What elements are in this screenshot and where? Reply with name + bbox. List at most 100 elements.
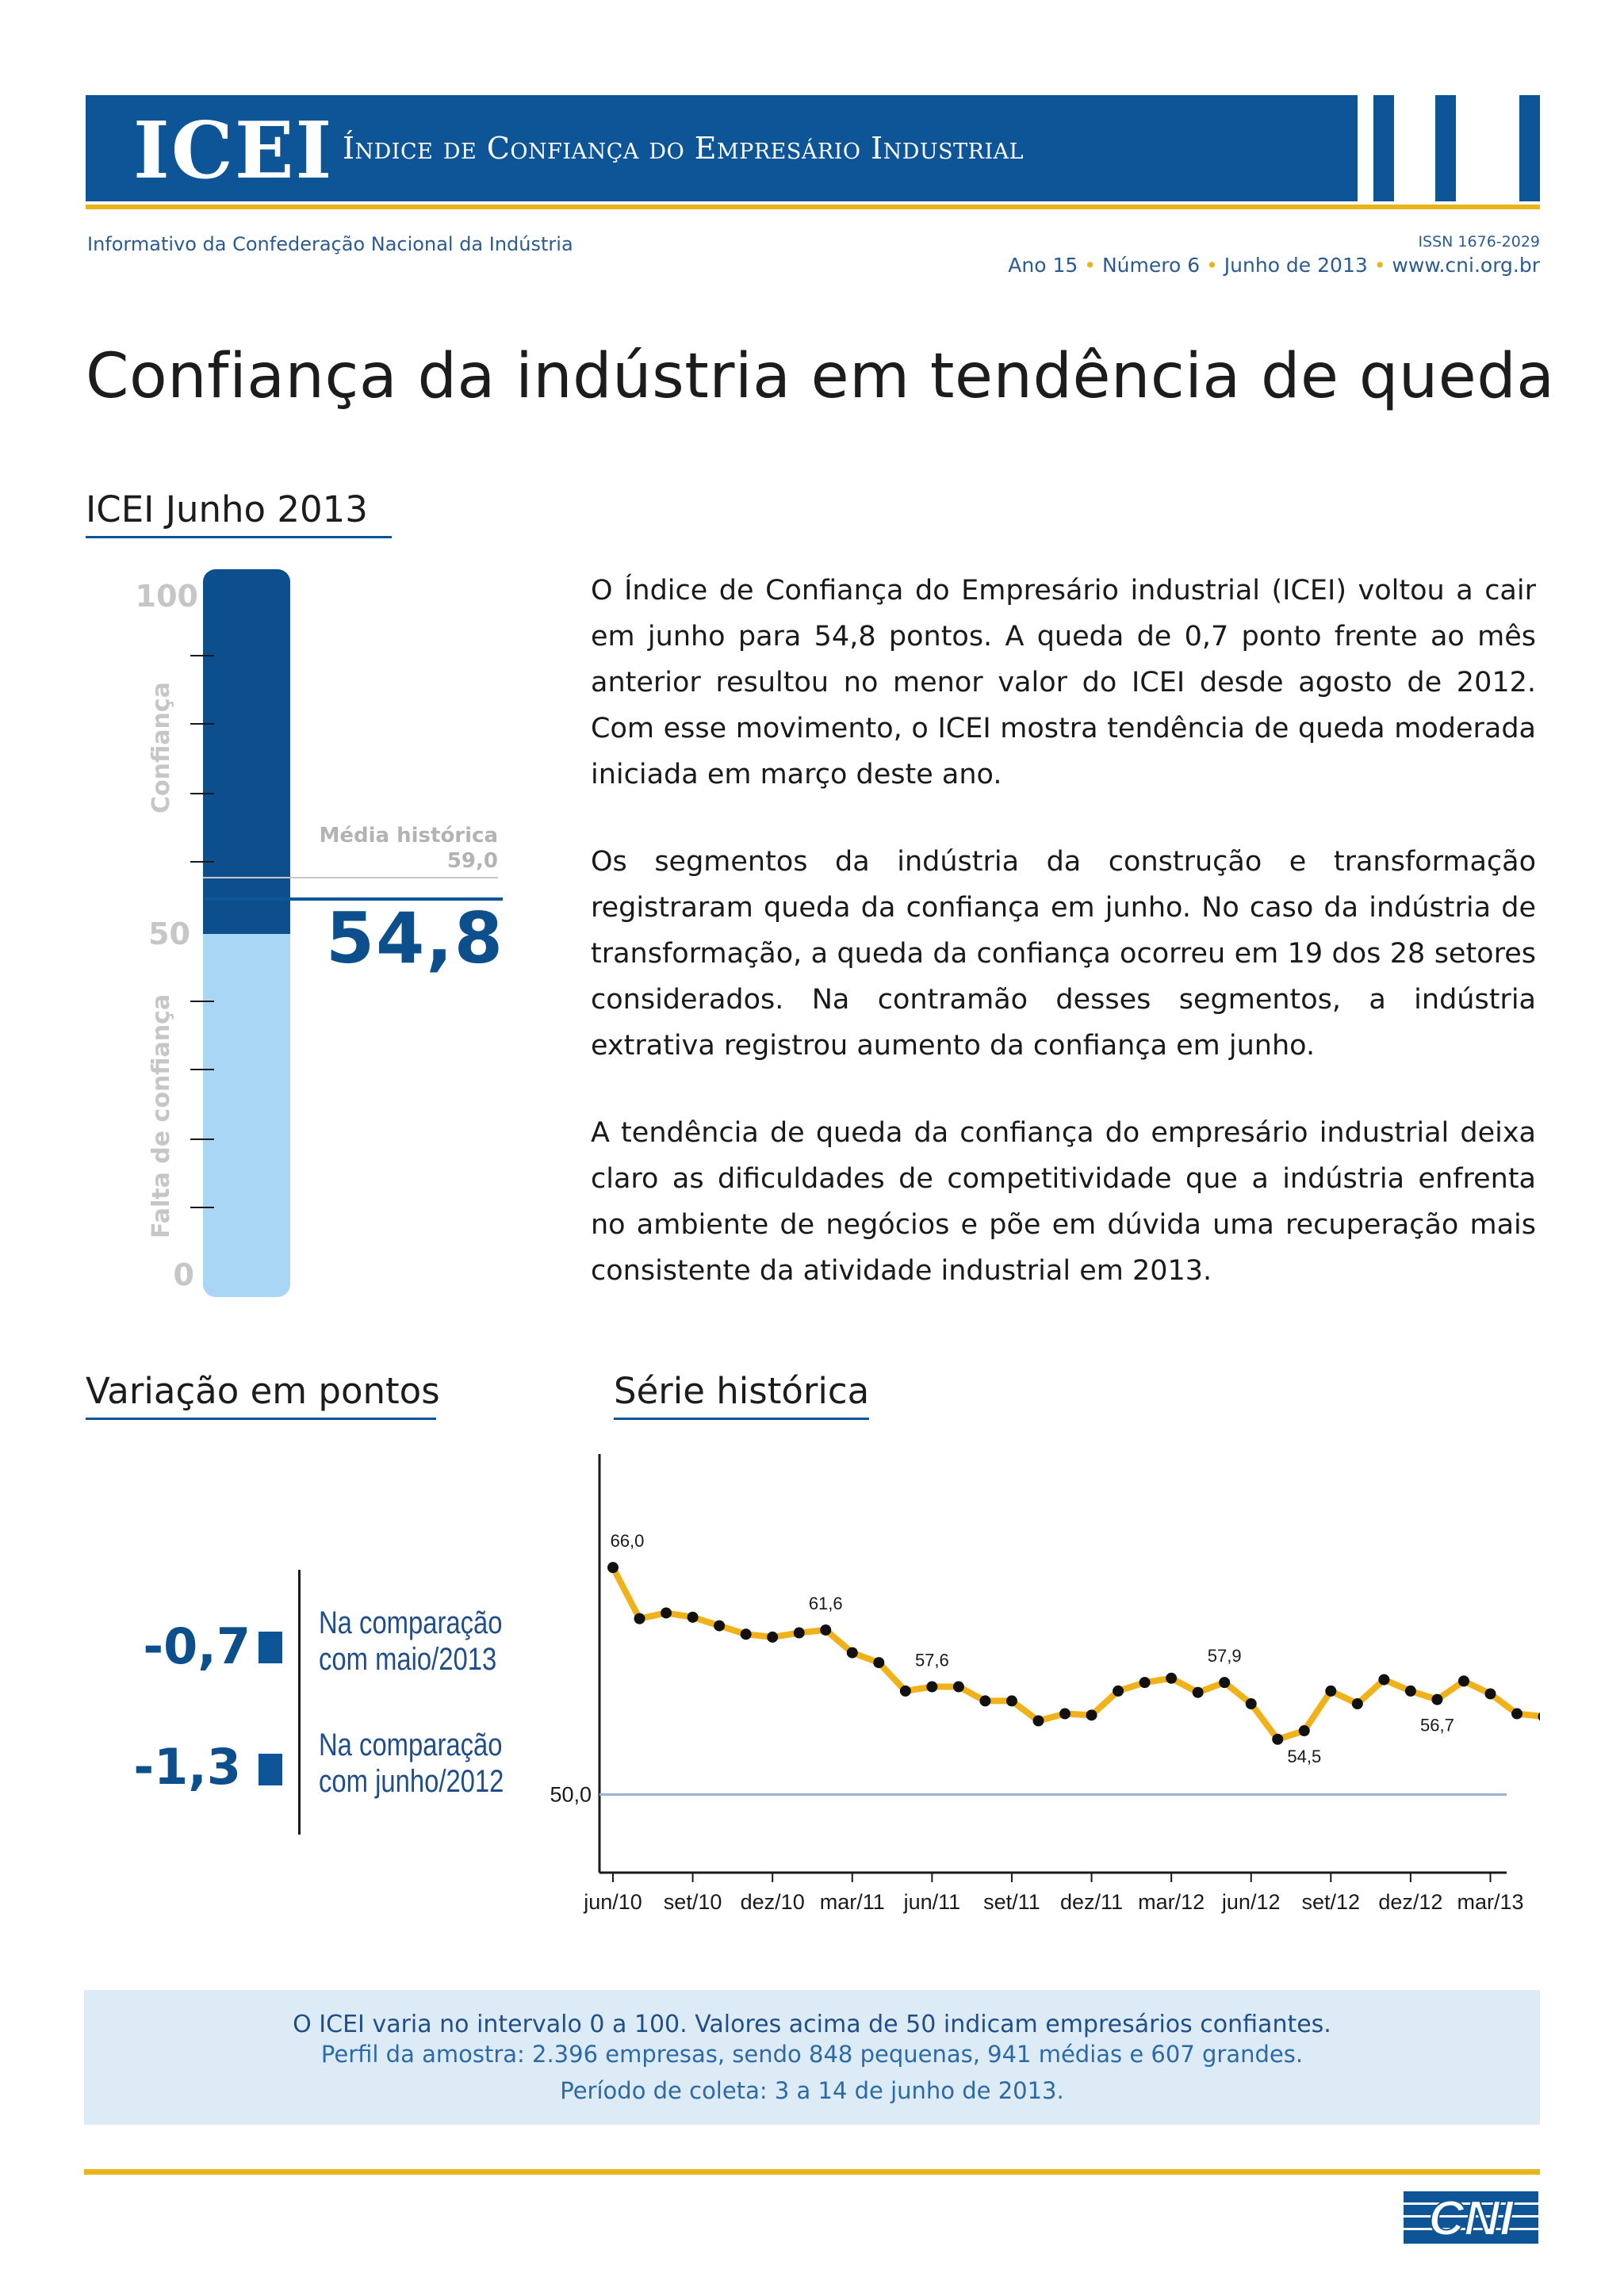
scale-tick	[190, 1138, 214, 1140]
info-note: O ICEI varia no intervalo 0 a 100. Valor…	[84, 1990, 1540, 2125]
header-bar-2	[1435, 95, 1456, 201]
footer-gold-rule	[84, 2169, 1540, 2175]
variation-caption-may: Na comparação com maio/2013	[319, 1605, 503, 1678]
bullet-icon: •	[1084, 254, 1096, 277]
section-underline	[86, 536, 392, 538]
series-point	[634, 1613, 645, 1624]
page-title: Confiança da indústria em tendência de q…	[86, 341, 1555, 412]
edition-date: Junho de 2013	[1224, 254, 1368, 277]
point-labels: 66,061,657,657,954,556,754,8jun/13	[611, 1531, 1454, 1766]
historical-average-line	[203, 877, 498, 878]
point-label: 61,6	[809, 1594, 843, 1613]
label-confidence: Confiança	[147, 682, 175, 813]
header-bar-1	[1373, 95, 1394, 201]
x-tick-label: jun/11	[903, 1890, 961, 1914]
series-point	[740, 1628, 752, 1640]
point-label: 57,6	[915, 1651, 949, 1670]
x-tick-label: dez/11	[1060, 1890, 1123, 1914]
scale-tick	[190, 1001, 214, 1002]
note-line-1: O ICEI varia no intervalo 0 a 100. Valor…	[293, 2011, 1331, 2038]
series-point	[714, 1620, 726, 1632]
series-point	[899, 1685, 911, 1697]
variation-marker	[259, 1754, 282, 1785]
series-points	[607, 1562, 1540, 1745]
x-tick-label: set/10	[664, 1890, 722, 1914]
series-point	[1086, 1709, 1097, 1721]
series-line	[610, 1566, 1540, 1743]
header-bar-3	[1519, 95, 1540, 201]
current-value-line	[203, 897, 503, 901]
series-point	[1431, 1693, 1443, 1705]
caption-line: Na comparação	[319, 1728, 503, 1762]
series-point	[846, 1647, 858, 1659]
edition-year: Ano 15	[1008, 254, 1078, 277]
variation-value-may: -0,7	[143, 1617, 251, 1675]
scale-tick	[190, 861, 214, 863]
x-tick-label: mar/13	[1457, 1890, 1523, 1914]
point-label: 54,5	[1287, 1747, 1321, 1766]
series-point	[1298, 1725, 1310, 1737]
series-point	[1378, 1674, 1390, 1686]
note-line-2: Perfil da amostra: 2.396 empresas, sendo…	[320, 2041, 1304, 2068]
edition-number: Número 6	[1101, 254, 1201, 277]
series-point	[820, 1624, 832, 1636]
series-point	[687, 1611, 699, 1623]
bullet-icon: •	[1206, 254, 1218, 277]
variation-value-june: -1,3	[133, 1738, 241, 1796]
paragraph-2: Os segmentos da indústria da construção …	[591, 846, 1536, 1062]
header-band	[86, 95, 1358, 201]
section-underline	[614, 1418, 869, 1420]
x-tick-label: dez/12	[1378, 1890, 1442, 1914]
brand-title: ICEI	[133, 105, 334, 197]
series-point	[1113, 1685, 1124, 1697]
series-point	[661, 1607, 672, 1619]
series-point	[979, 1695, 991, 1707]
x-tick-label: mar/12	[1138, 1890, 1205, 1914]
brand-subtitle: Índice de Confiança do Empresário Indust…	[343, 131, 1025, 166]
point-label: 56,7	[1420, 1716, 1454, 1735]
scale-tick	[190, 1207, 214, 1208]
series-point	[1059, 1708, 1071, 1720]
scale-tick	[190, 793, 214, 794]
header-gold-rule	[86, 205, 1540, 209]
cni-logo-text: CNI	[1429, 2191, 1515, 2244]
series-point	[1032, 1715, 1044, 1727]
series-point	[1272, 1733, 1284, 1745]
series-point	[1538, 1712, 1540, 1721]
variation-caption-june: Na comparação com junho/2012	[319, 1727, 504, 1800]
icei-current-value: 54,8	[325, 897, 504, 979]
label-lack-of-confidence: Falta de confiança	[147, 993, 175, 1238]
variation-marker	[259, 1632, 282, 1663]
x-tick-label: set/11	[983, 1890, 1040, 1914]
historical-average-label: Média histórica 59,0	[301, 823, 498, 874]
series-point	[1511, 1708, 1523, 1720]
note-line-3: Período de coleta: 3 a 14 de junho de 20…	[560, 2077, 1064, 2104]
series-point	[1325, 1685, 1337, 1697]
scale-100: 100	[135, 579, 198, 614]
series-point	[1166, 1672, 1178, 1684]
scale-0: 0	[173, 1257, 194, 1292]
reference-line-label: 50,0	[550, 1783, 592, 1807]
x-ticks: jun/10 set/10 dez/10 mar/11 jun/11 set/11 dez/…	[583, 1873, 1524, 1914]
series-point	[952, 1681, 964, 1693]
scale-tick	[190, 655, 214, 656]
site-link[interactable]: www.cni.org.br	[1392, 254, 1540, 277]
series-point	[1457, 1675, 1469, 1687]
series-point	[926, 1681, 938, 1693]
point-label: 57,9	[1208, 1646, 1242, 1666]
edition-line: Ano 15 • Número 6 • Junho de 2013 • www.…	[1008, 254, 1540, 277]
paragraph-3: A tendência de queda da confiança do emp…	[591, 1117, 1536, 1287]
x-tick-label: set/12	[1302, 1890, 1361, 1914]
x-tick-label: dez/10	[741, 1890, 805, 1914]
series-point	[1219, 1677, 1231, 1689]
point-label: 66,0	[611, 1531, 645, 1551]
section-title-icei: ICEI Junho 2013	[86, 488, 368, 530]
issn: ISSN 1676-2029	[1418, 233, 1540, 251]
bullet-icon: •	[1373, 254, 1386, 277]
x-tick-label: mar/11	[820, 1890, 885, 1914]
series-point	[873, 1657, 885, 1669]
series-point	[1192, 1686, 1204, 1698]
caption-line: com maio/2013	[319, 1642, 497, 1677]
series-point	[1351, 1698, 1363, 1710]
series-point	[793, 1627, 805, 1639]
